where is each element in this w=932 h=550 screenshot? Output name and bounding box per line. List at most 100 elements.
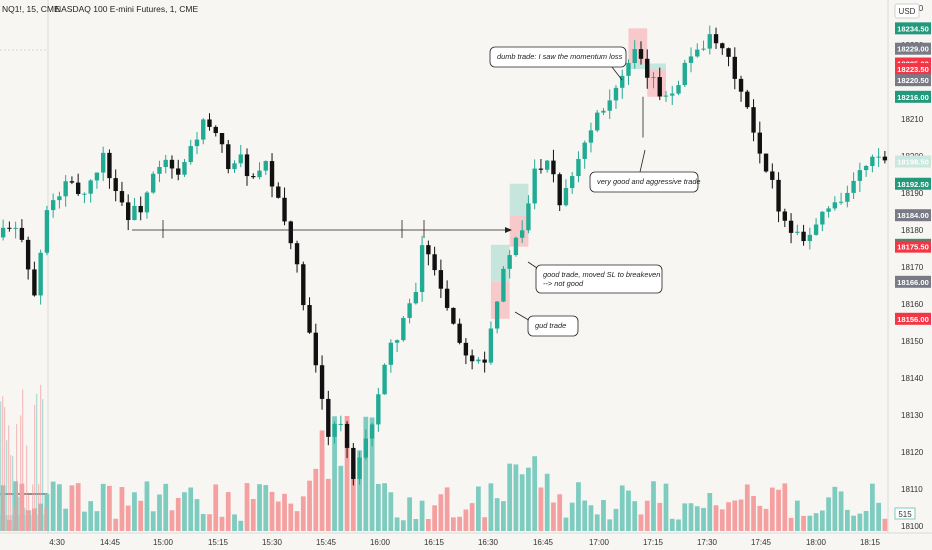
currency-button[interactable] bbox=[894, 3, 920, 19]
volume-bar bbox=[594, 514, 600, 531]
time-tick-label: 17:45 bbox=[751, 538, 772, 547]
candle-body bbox=[463, 342, 469, 356]
candle-body bbox=[282, 197, 287, 222]
candle-body bbox=[82, 193, 87, 195]
annotation-box[interactable] bbox=[589, 171, 699, 193]
volume-bar bbox=[557, 494, 563, 531]
price-tick-label: 18110 bbox=[901, 485, 923, 494]
volume-bar bbox=[332, 416, 337, 531]
candle-body bbox=[701, 48, 706, 50]
price-tag-label: 18234.50 bbox=[897, 24, 929, 33]
candle-body bbox=[269, 161, 275, 187]
volume-bar bbox=[488, 483, 494, 531]
candle-body bbox=[713, 34, 719, 44]
volume-bar bbox=[738, 499, 744, 531]
volume-bar bbox=[763, 508, 769, 531]
candle-body bbox=[795, 231, 800, 233]
annotation-box[interactable] bbox=[535, 264, 663, 294]
candle-body bbox=[0, 227, 6, 238]
candle-body bbox=[126, 202, 131, 221]
candle-body bbox=[651, 77, 656, 79]
volume-bar bbox=[844, 509, 850, 531]
candle-body bbox=[288, 221, 293, 244]
candle-body bbox=[507, 255, 512, 269]
candle-body bbox=[682, 62, 687, 86]
volume-bar bbox=[407, 497, 412, 531]
volume-bar bbox=[219, 516, 225, 531]
candle-body bbox=[344, 423, 350, 448]
volume-bar bbox=[826, 497, 831, 531]
price-tick-label: 18170 bbox=[901, 263, 924, 272]
volume-bar bbox=[744, 484, 750, 531]
candle-body bbox=[382, 364, 387, 395]
volume-bar bbox=[651, 481, 656, 531]
candle-body bbox=[63, 181, 68, 197]
annotation-text: very good and aggressive trade bbox=[597, 177, 701, 186]
symbol-title: NQ1!, 15, CME bbox=[2, 4, 60, 14]
volume-bar bbox=[63, 508, 69, 531]
candle-body bbox=[426, 245, 431, 255]
candle-body bbox=[557, 174, 562, 206]
volume-bar bbox=[275, 501, 281, 531]
volume-bar bbox=[213, 484, 219, 531]
volume-bar bbox=[544, 473, 550, 531]
candle-body bbox=[251, 176, 256, 178]
price-tag-label: 18166.00 bbox=[897, 278, 929, 287]
time-tick-label: 17:15 bbox=[643, 538, 664, 547]
volume-bar bbox=[144, 481, 150, 531]
candle-body bbox=[376, 394, 381, 425]
candle-body bbox=[119, 191, 125, 203]
volume-bar bbox=[32, 484, 34, 531]
loss-zone bbox=[490, 281, 510, 319]
candle-body bbox=[413, 291, 419, 304]
candle-body bbox=[870, 156, 875, 166]
candle-body bbox=[326, 398, 331, 437]
candle-body bbox=[388, 342, 394, 365]
volume-bar bbox=[400, 520, 406, 531]
volume-bar bbox=[319, 430, 325, 531]
candle-body bbox=[663, 95, 669, 97]
volume-bar bbox=[394, 517, 400, 531]
time-tick-label: 18:15 bbox=[860, 538, 881, 547]
candle-body bbox=[632, 49, 637, 64]
volume-bar bbox=[157, 494, 162, 531]
candle-body bbox=[607, 100, 612, 111]
candle-body bbox=[357, 457, 362, 479]
volume-bar bbox=[669, 518, 675, 531]
candle-body bbox=[626, 63, 631, 76]
candle-body bbox=[488, 328, 494, 363]
candle-body bbox=[132, 205, 137, 221]
volume-bar bbox=[476, 486, 481, 531]
candle-body bbox=[107, 152, 112, 179]
candle-body bbox=[820, 211, 825, 225]
price-tag bbox=[895, 74, 931, 87]
candle-body bbox=[151, 173, 156, 193]
volume-bar bbox=[300, 496, 306, 531]
volume-bar bbox=[751, 495, 756, 531]
price-tag bbox=[895, 63, 931, 76]
annotation-text: gud trade bbox=[535, 321, 566, 330]
volume-bar bbox=[569, 502, 575, 531]
annotation-text: dumb trade: I saw the momentum loss bbox=[497, 52, 623, 61]
annotation-box[interactable] bbox=[527, 315, 579, 337]
candle-body bbox=[776, 179, 781, 212]
price-axis: 18100 18110 18120 18130 18140 18150 18160 18170… bbox=[901, 4, 924, 531]
candle-body bbox=[238, 154, 243, 164]
candle-body bbox=[219, 133, 225, 145]
time-tick-label: 16:30 bbox=[478, 538, 499, 547]
annotation-box[interactable] bbox=[489, 46, 627, 68]
candle-body bbox=[432, 254, 437, 271]
profit-zone bbox=[647, 63, 666, 70]
volume-bar bbox=[694, 506, 700, 531]
candle-body bbox=[176, 168, 181, 175]
volume-bar bbox=[150, 511, 156, 531]
time-tick-label: 17:00 bbox=[589, 538, 610, 547]
volume-bars bbox=[0, 384, 888, 531]
price-tag-label: 18223.50 bbox=[897, 65, 929, 74]
volume-bar bbox=[188, 487, 194, 531]
volume-bar bbox=[782, 483, 788, 531]
candle-body bbox=[807, 234, 813, 242]
price-tick-label: 18180 bbox=[901, 226, 924, 235]
volume-bar bbox=[601, 499, 606, 531]
